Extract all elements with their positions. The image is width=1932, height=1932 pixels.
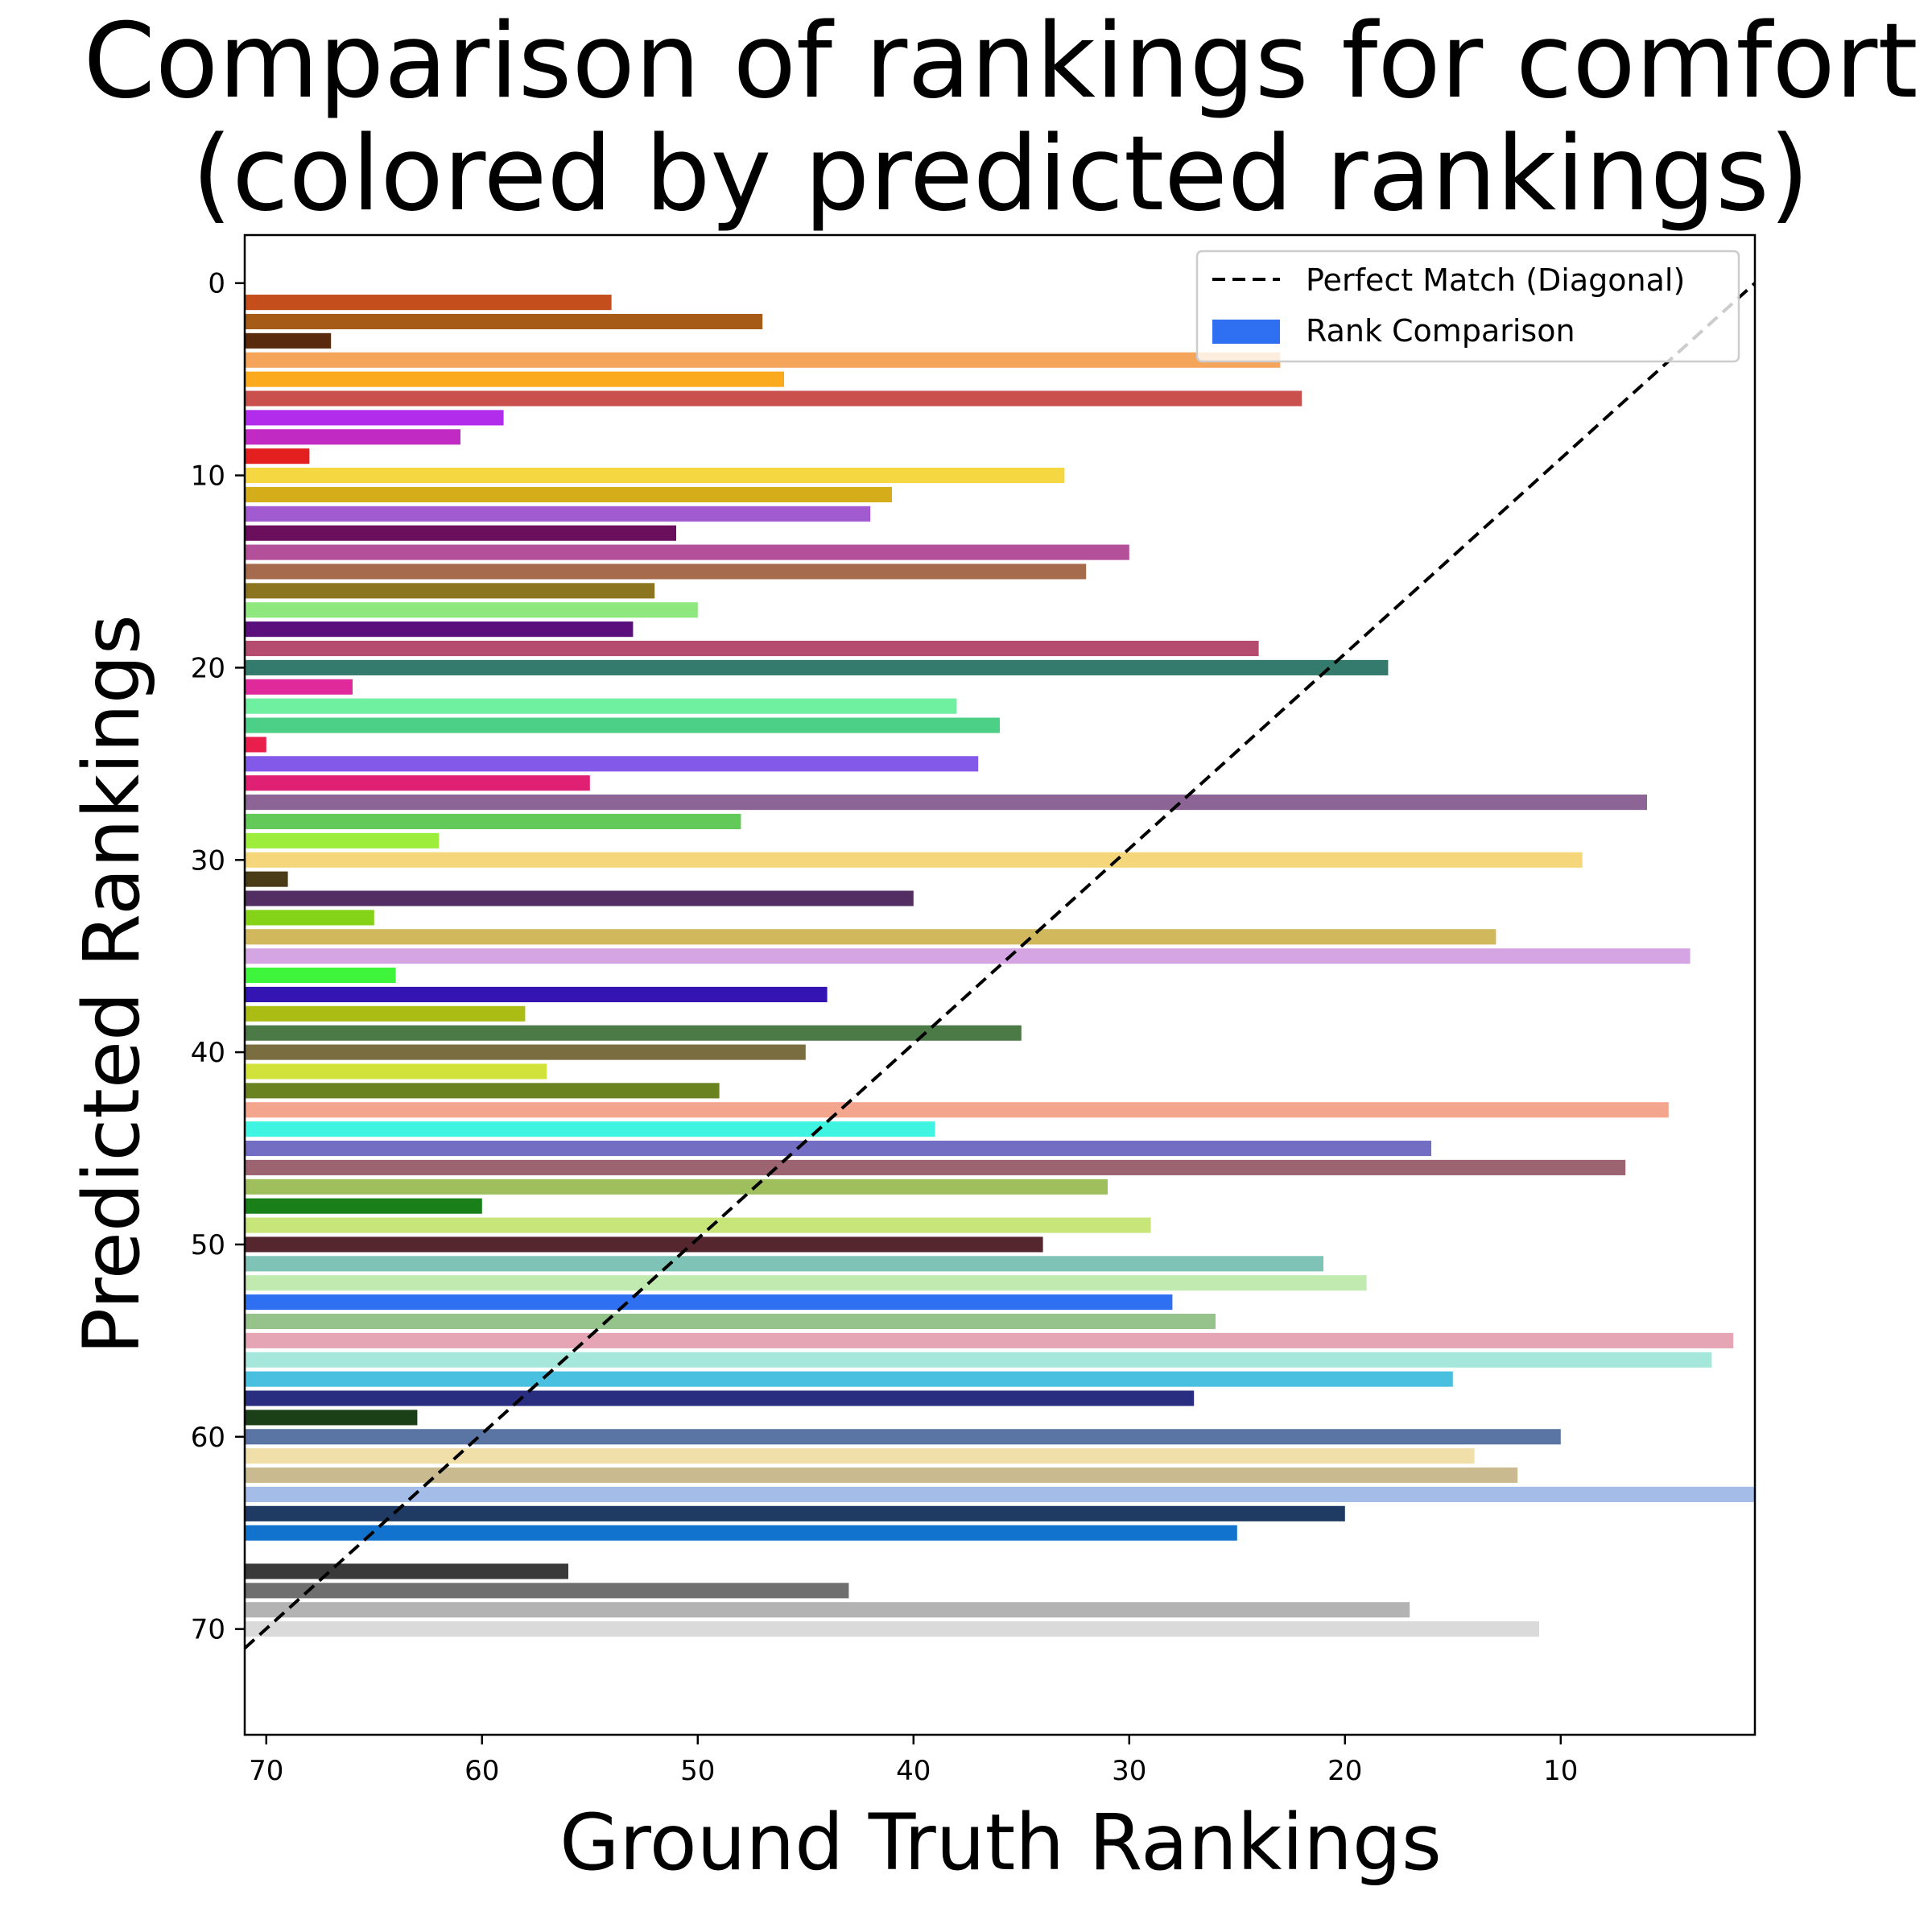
bar-predicted-22 <box>245 698 957 714</box>
bar-predicted-69 <box>245 1602 1410 1618</box>
bar-predicted-15 <box>245 564 1087 580</box>
legend: Perfect Match (Diagonal) Rank Comparison <box>1195 250 1740 363</box>
bar-predicted-45 <box>245 1140 1431 1157</box>
ticks-layer: 70 60 50 40 30 20 10 0 10 20 30 40 50 60 70 <box>191 268 1579 1787</box>
bar-predicted-12 <box>245 506 871 522</box>
bar-predicted-25 <box>245 756 979 772</box>
x-tick-label-50: 50 <box>680 1755 715 1787</box>
legend-rank-patch-icon <box>1212 320 1280 344</box>
bar-predicted-51 <box>245 1256 1323 1272</box>
bar-predicted-4 <box>245 352 1281 368</box>
bar-predicted-42 <box>245 1083 720 1099</box>
y-tick-label-50: 50 <box>191 1229 225 1261</box>
chart-title-line-1: Comparison of rankings for comfort <box>84 2 1918 122</box>
bar-predicted-68 <box>245 1583 849 1599</box>
y-tick-label-10: 10 <box>191 460 225 493</box>
bar-predicted-55 <box>245 1332 1734 1348</box>
bar-predicted-26 <box>245 775 590 791</box>
bar-predicted-14 <box>245 544 1129 560</box>
bar-predicted-29 <box>245 832 440 848</box>
bar-predicted-67 <box>245 1563 568 1579</box>
bar-predicted-34 <box>245 929 1496 945</box>
bar-predicted-65 <box>245 1525 1237 1541</box>
bar-predicted-28 <box>245 813 741 830</box>
y-tick-label-60: 60 <box>191 1422 225 1454</box>
bar-predicted-7 <box>245 410 504 426</box>
bar-predicted-17 <box>245 602 698 618</box>
bar-predicted-18 <box>245 621 634 638</box>
y-tick-label-40: 40 <box>191 1037 225 1069</box>
bar-predicted-21 <box>245 679 353 695</box>
bar-predicted-33 <box>245 910 374 926</box>
bar-predicted-70 <box>245 1621 1539 1637</box>
bar-predicted-24 <box>245 737 266 753</box>
bar-predicted-13 <box>245 525 676 541</box>
bar-predicted-57 <box>245 1371 1453 1387</box>
perfect-match-diagonal <box>243 282 1757 1650</box>
bar-predicted-41 <box>245 1063 547 1080</box>
bar-predicted-53 <box>245 1294 1173 1311</box>
bar-predicted-27 <box>245 795 1647 811</box>
bar-predicted-58 <box>245 1390 1195 1406</box>
x-axis-label: Ground Truth Rankings <box>559 1798 1442 1888</box>
bar-predicted-31 <box>245 871 288 887</box>
bar-predicted-11 <box>245 486 892 502</box>
x-tick-label-70: 70 <box>249 1755 283 1787</box>
bar-predicted-59 <box>245 1410 418 1426</box>
bar-predicted-47 <box>245 1179 1108 1195</box>
bar-predicted-49 <box>245 1217 1151 1233</box>
y-tick-label-70: 70 <box>191 1614 225 1646</box>
bars-layer <box>245 295 1755 1637</box>
bar-predicted-40 <box>245 1044 806 1060</box>
bar-predicted-43 <box>245 1102 1669 1118</box>
bar-predicted-23 <box>245 717 1000 733</box>
bar-predicted-48 <box>245 1198 482 1214</box>
bar-predicted-9 <box>245 448 310 464</box>
bar-predicted-16 <box>245 583 655 599</box>
legend-label-perfect-match: Perfect Match (Diagonal) <box>1306 262 1685 298</box>
chart-title-line-2: (colored by predicted rankings) <box>192 114 1809 234</box>
x-tick-label-20: 20 <box>1327 1755 1362 1787</box>
bar-predicted-46 <box>245 1159 1626 1175</box>
bar-predicted-10 <box>245 468 1065 484</box>
bar-predicted-2 <box>245 313 763 330</box>
bar-predicted-35 <box>245 948 1690 964</box>
x-tick-label-10: 10 <box>1543 1755 1578 1787</box>
bar-predicted-8 <box>245 429 460 445</box>
bar-predicted-54 <box>245 1313 1216 1330</box>
bar-predicted-20 <box>245 659 1389 675</box>
bar-predicted-38 <box>245 1005 526 1022</box>
bar-predicted-6 <box>245 390 1302 407</box>
bar-predicted-63 <box>245 1486 1755 1502</box>
x-tick-label-60: 60 <box>464 1755 499 1787</box>
plot-frame <box>243 233 1757 1736</box>
bar-predicted-1 <box>245 295 612 311</box>
bar-predicted-3 <box>245 332 332 349</box>
legend-box <box>1195 250 1740 363</box>
bar-predicted-5 <box>245 371 784 387</box>
y-tick-label-30: 30 <box>191 844 225 877</box>
y-tick-label-0: 0 <box>208 268 225 300</box>
legend-label-rank-comparison: Rank Comparison <box>1306 313 1575 349</box>
bar-predicted-19 <box>245 640 1259 657</box>
bar-predicted-50 <box>245 1236 1043 1253</box>
bar-predicted-36 <box>245 968 396 984</box>
x-tick-label-30: 30 <box>1112 1755 1146 1787</box>
y-tick-label-20: 20 <box>191 652 225 684</box>
bar-predicted-44 <box>245 1121 935 1137</box>
bar-predicted-62 <box>245 1468 1518 1484</box>
bar-predicted-32 <box>245 890 914 906</box>
bar-predicted-56 <box>245 1352 1712 1368</box>
y-axis-label: Predicted Rankings <box>67 614 157 1355</box>
x-tick-label-40: 40 <box>896 1755 931 1787</box>
bar-predicted-64 <box>245 1505 1345 1521</box>
bar-predicted-37 <box>245 986 828 1002</box>
bar-predicted-30 <box>245 852 1583 868</box>
bar-predicted-39 <box>245 1025 1022 1041</box>
bar-predicted-60 <box>245 1429 1561 1445</box>
bar-predicted-61 <box>245 1448 1475 1464</box>
bar-predicted-52 <box>245 1275 1367 1291</box>
